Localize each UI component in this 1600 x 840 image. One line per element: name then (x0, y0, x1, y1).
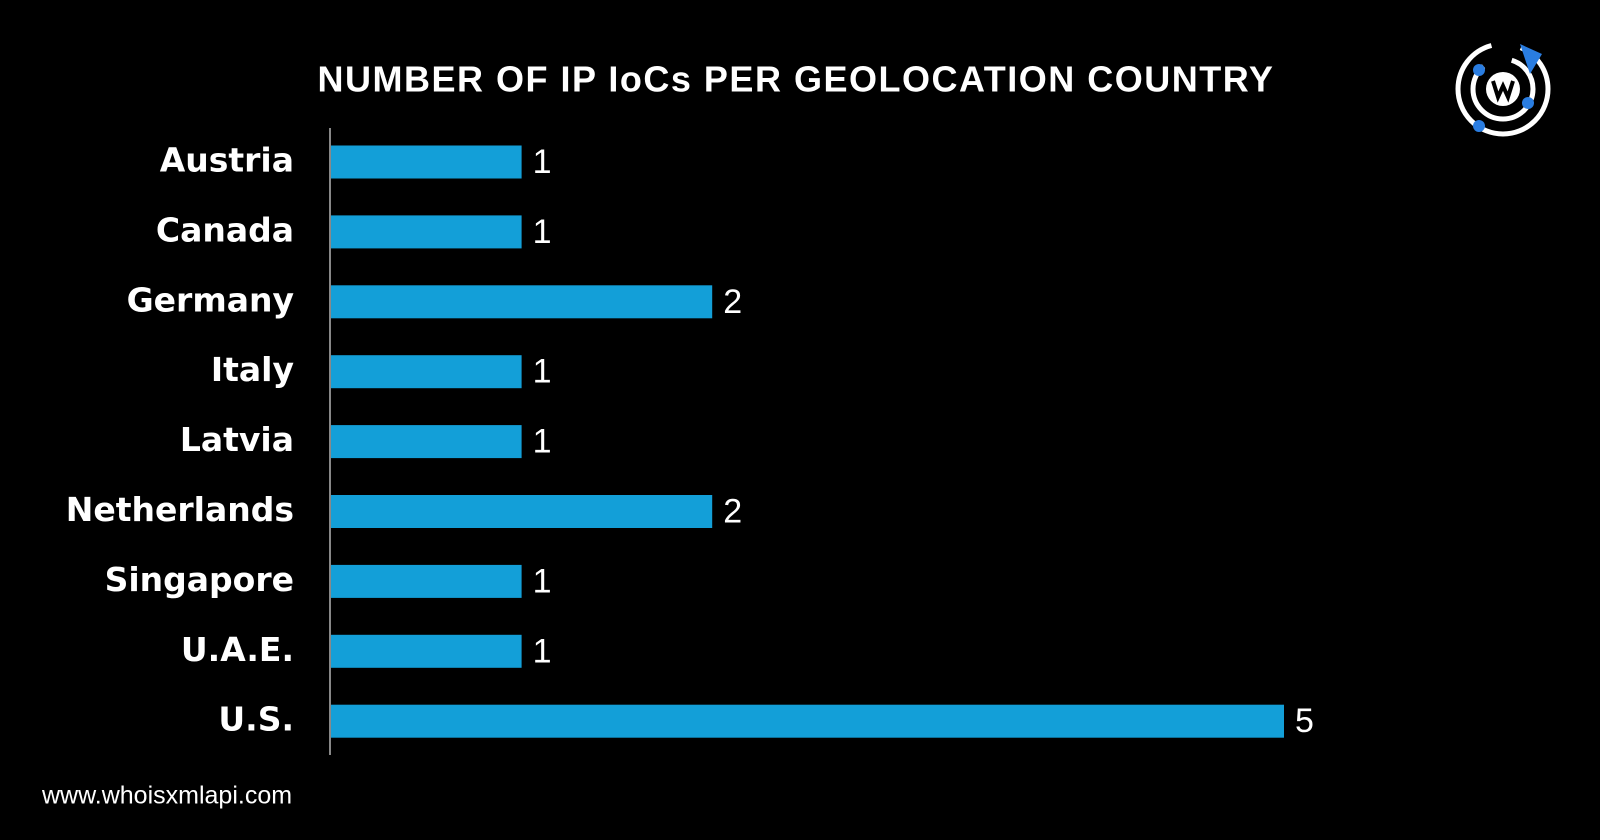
y-tick-label: Canada (156, 210, 294, 249)
bar (331, 564, 522, 598)
logo-dot (1522, 97, 1534, 109)
bar (331, 145, 522, 179)
bar (331, 704, 1284, 738)
y-tick-label: U.S. (218, 700, 294, 739)
y-tick-label: Germany (127, 280, 294, 319)
logo-dot (1473, 120, 1485, 132)
data-label: 1 (533, 562, 552, 600)
bar (331, 495, 713, 528)
y-tick-label: U.A.E. (181, 630, 294, 669)
logo (1455, 41, 1551, 137)
chart-title: NUMBER OF IP IoCs PER GEOLOCATION COUNTR… (318, 59, 1275, 100)
bar (331, 215, 522, 249)
bar (331, 634, 522, 668)
y-tick-label: Singapore (105, 560, 294, 599)
data-label: 2 (723, 492, 742, 530)
y-tick-label: Latvia (180, 420, 294, 459)
logo-dot (1473, 64, 1485, 76)
logo-ring (1470, 56, 1536, 122)
data-label: 5 (1295, 702, 1314, 740)
data-label: 1 (533, 143, 552, 181)
bar (331, 355, 522, 389)
logo-ring (1455, 41, 1551, 137)
y-tick-label: Netherlands (66, 490, 294, 529)
bar (331, 425, 522, 459)
data-label: 1 (533, 213, 552, 251)
data-label: 1 (533, 353, 552, 391)
data-label: 1 (533, 632, 552, 670)
data-label: 1 (533, 423, 552, 461)
y-tick-label: Italy (211, 350, 294, 389)
logo-mark (1491, 80, 1515, 103)
bar (331, 285, 713, 319)
y-tick-label: Austria (160, 141, 294, 180)
logo-dot (1520, 44, 1542, 74)
data-label: 2 (723, 283, 742, 321)
footer-url: www.whoisxmlapi.com (41, 782, 292, 810)
